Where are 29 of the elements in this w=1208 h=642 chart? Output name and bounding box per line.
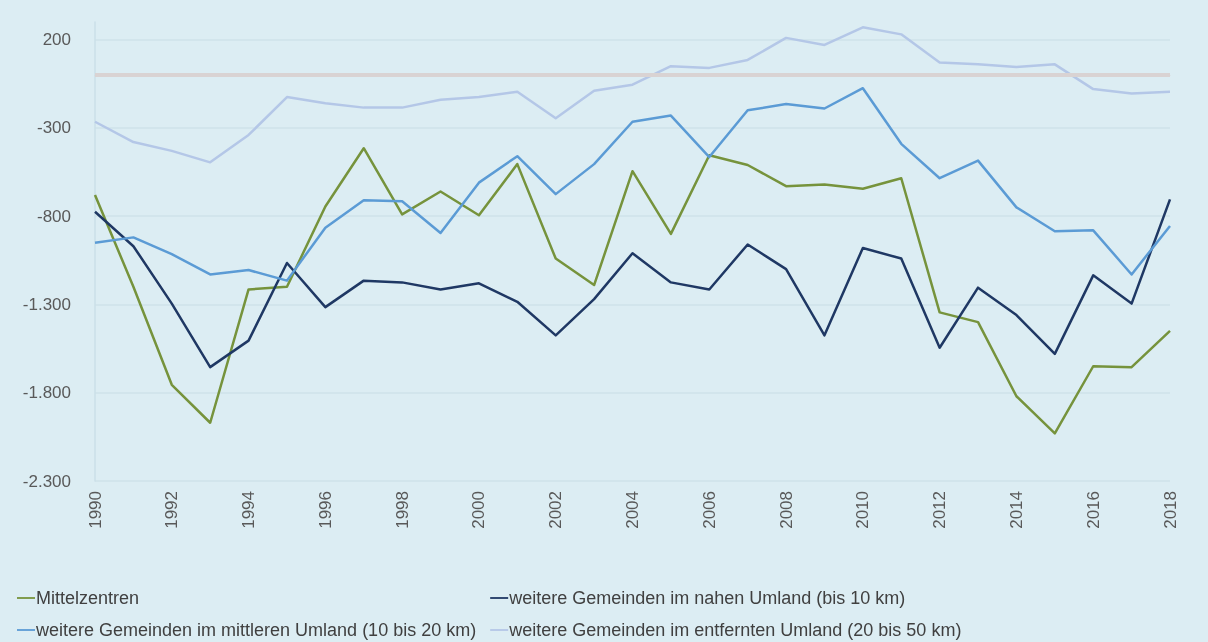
y-tick-label: -800 — [36, 206, 71, 226]
x-tick-label: 2010 — [853, 491, 873, 529]
y-tick-label: -300 — [36, 118, 71, 138]
line-series — [93, 198, 1172, 369]
legend-label: weitere Gemeinden im mittleren Umland (10 bis 20 km) — [35, 620, 477, 640]
y-tick-label: -1.300 — [22, 294, 71, 314]
x-tick-label: 1996 — [315, 491, 335, 529]
x-tick-label: 1998 — [392, 491, 412, 529]
line-series — [93, 86, 1172, 282]
x-tick-label: 2000 — [469, 491, 489, 529]
x-tick-label: 2002 — [546, 491, 566, 529]
x-tick-label: 1994 — [239, 491, 259, 529]
x-tick-label: 2006 — [699, 491, 719, 529]
x-tick-label: 2018 — [1160, 491, 1180, 529]
x-tick-label: 1990 — [85, 491, 105, 529]
x-tick-label: 2016 — [1083, 491, 1103, 529]
x-tick-label: 2014 — [1006, 491, 1026, 529]
x-tick-label: 2004 — [623, 491, 642, 529]
line-series — [93, 26, 1172, 164]
line-series — [93, 146, 1172, 435]
legend-label: weitere Gemeinden im nahen Umland (bis 10 km) — [508, 588, 906, 608]
legend-label: weitere Gemeinden im entfernten Umland (20 bis 50 km) — [508, 620, 962, 640]
y-tick-label: -2.300 — [22, 471, 71, 491]
x-tick-label: 1992 — [162, 491, 182, 529]
legend-label: Mittelzentren — [36, 588, 140, 608]
x-tick-label: 2008 — [776, 491, 796, 529]
y-tick-label: -1.800 — [22, 383, 71, 403]
y-tick-label: 200 — [42, 30, 71, 50]
x-tick-label: 2012 — [930, 491, 950, 529]
